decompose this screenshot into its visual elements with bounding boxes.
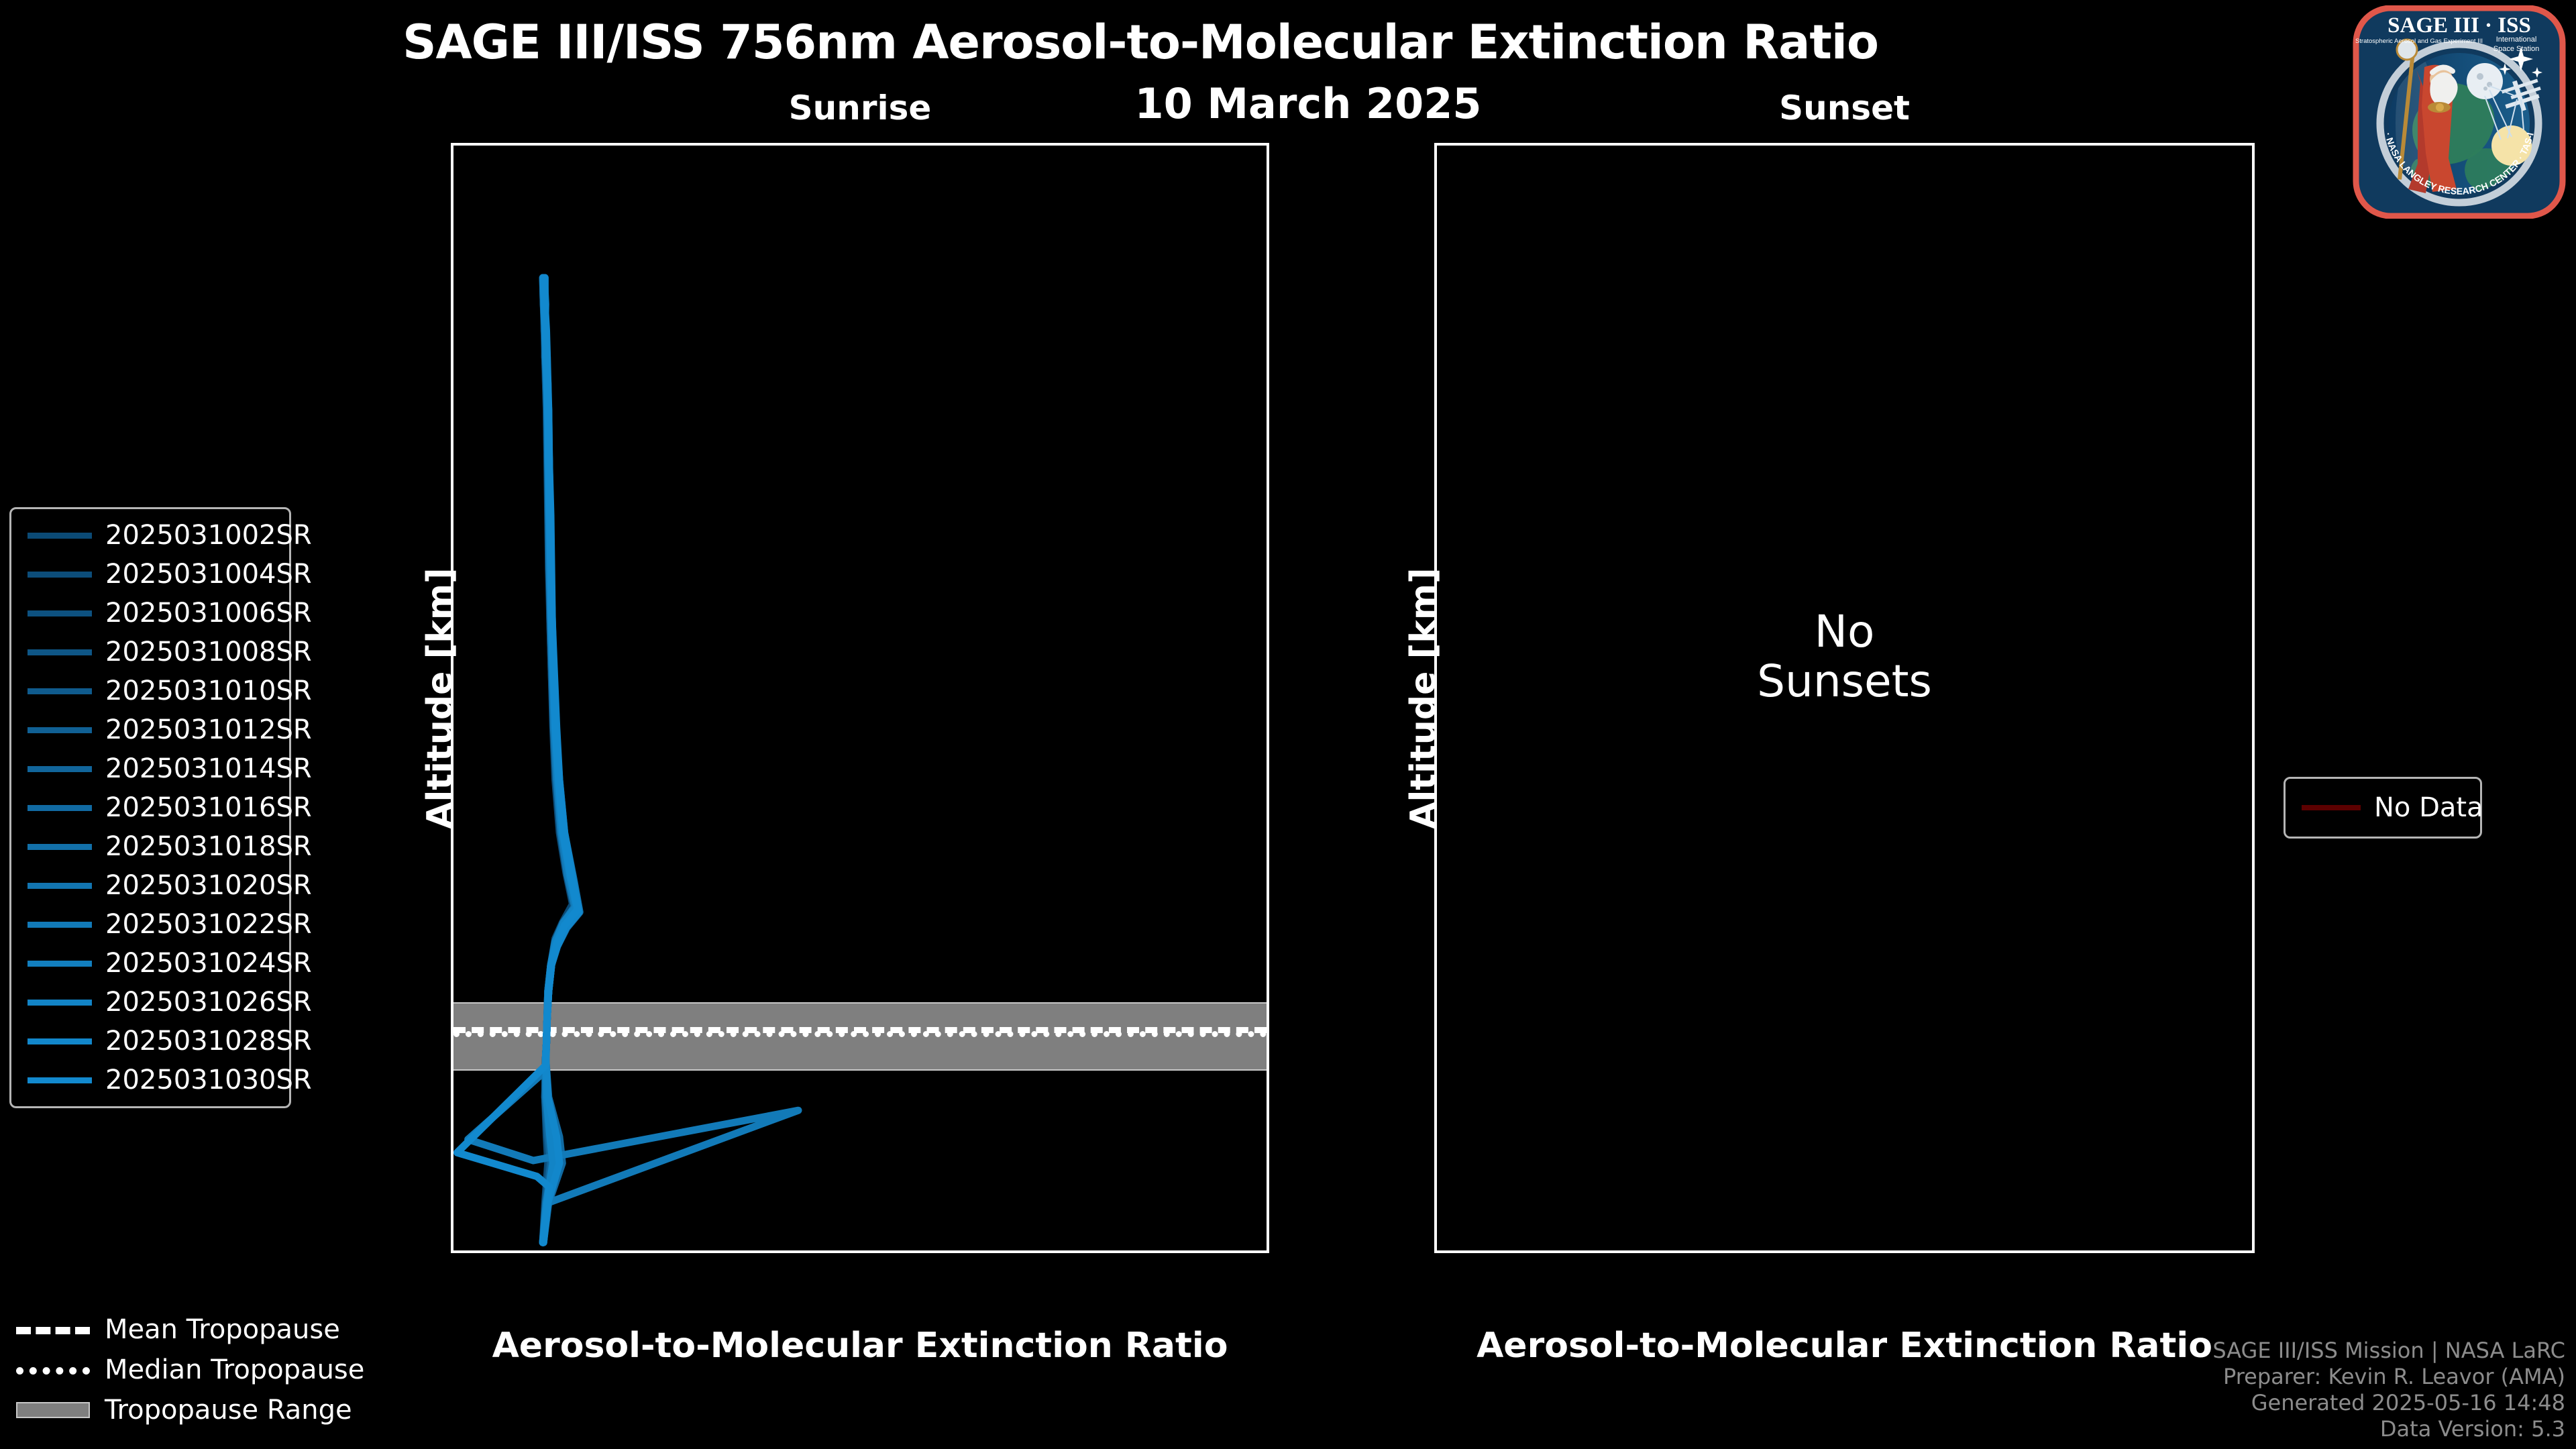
legend-label: 2025031004SR [105,559,312,590]
legend-row[interactable]: 2025031024SR [22,944,312,983]
legend-row: No Data [2296,786,2483,830]
sunrise-x-axis-title: Aerosol-to-Molecular Extinction Ratio [492,1326,1228,1366]
median-tropopause-line [453,1031,1267,1038]
sunset-panel-title: Sunset [1779,89,1910,127]
legend-row[interactable]: 2025031002SR [22,516,312,555]
legend-label: 2025031020SR [105,870,312,901]
no-data-legend[interactable]: No Data [2284,777,2483,839]
tropopause-legend-mark [16,1322,90,1338]
credit-line-2: Generated 2025-05-16 14:48 [2251,1389,2565,1415]
tropopause-line-swatch [16,1367,90,1375]
legend-line-swatch [28,882,92,889]
legend-line-swatch [28,727,92,733]
tropopause-line-swatch [16,1327,90,1334]
sunrise-plot: 101520253035404550020406080100 Altitude … [420,143,1269,1366]
sunrise-plot-area: 101520253035404550020406080100 [453,146,1267,1250]
legend-label: 2025031006SR [105,598,312,629]
no-sunsets-note: No Sunsets [1434,607,2255,706]
sage-iii-iss-logo: SAGE III · ISS Stratospheric Aerosol and… [2349,0,2567,219]
tropopause-range-swatch [16,1402,90,1418]
date-subtitle: 10 March 2025 [1134,79,1482,128]
profile-legend[interactable]: 2025031002SR 2025031004SR 2025031006SR 2025… [9,507,312,1108]
legend-label: 2025031018SR [105,831,312,862]
legend-label: 2025031010SR [105,676,312,706]
legend-row[interactable]: 2025031006SR [22,594,312,633]
legend-row[interactable]: 2025031020SR [22,866,312,905]
legend-line-swatch [28,960,92,967]
mean-tropopause-line [453,1027,1267,1034]
legend-label: 2025031024SR [105,948,312,979]
legend-row: Mean Tropopause [9,1309,385,1350]
credit-line-0: SAGE III/ISS Mission | NASA LaRC [2212,1337,2565,1363]
legend-label: 2025031008SR [105,637,312,667]
no-sunsets-line1: No [1814,606,1875,657]
legend-row[interactable]: 2025031004SR [22,555,312,594]
legend-line-swatch [28,921,92,928]
legend-row: Median Tropopause [9,1350,385,1390]
mission-patch-icon: SAGE III · ISS Stratospheric Aerosol and… [2349,0,2566,219]
tropopause-legend-mark [16,1402,90,1418]
legend-row[interactable]: 2025031012SR [22,710,312,749]
credits-block: SAGE III/ISS Mission | NASA LaRC Prepare… [2212,1338,2565,1442]
legend-label: 2025031014SR [105,753,312,784]
logo-subtitle-right-1: International [2496,36,2537,44]
no-sunsets-line2: Sunsets [1757,655,1932,707]
legend-row: Tropopause Range [9,1390,385,1430]
legend-line-swatch [28,999,92,1006]
legend-row[interactable]: 2025031016SR [22,788,312,827]
sunrise-profile-curves [453,274,802,1246]
legend-label: Mean Tropopause [105,1314,340,1345]
legend-row[interactable]: 2025031022SR [22,905,312,944]
no-data-label: No Data [2374,792,2483,823]
legend-row[interactable]: 2025031014SR [22,749,312,788]
legend-label: 2025031016SR [105,792,312,823]
no-data-line-swatch [2302,805,2361,810]
tropopause-legend-mark [16,1362,90,1378]
legend-line-swatch [28,532,92,539]
credit-line-3: Data Version: 5.3 [2379,1415,2565,1442]
legend-label: 2025031030SR [105,1065,312,1095]
legend-row[interactable]: 2025031030SR [22,1061,312,1099]
profile-curve [453,274,582,1246]
legend-label: 2025031022SR [105,909,312,940]
legend-row[interactable]: 2025031028SR [22,1022,312,1061]
legend-label: 2025031012SR [105,714,312,745]
legend-line-swatch [28,649,92,655]
tropopause-legend: Mean Tropopause Median Tropopause Tropopau… [9,1309,385,1430]
legend-row[interactable]: 2025031026SR [22,983,312,1022]
legend-line-swatch [28,1038,92,1044]
sunset-plot: 101520253035404550020406080100 Altitude … [1403,143,2255,1366]
legend-line-swatch [28,804,92,811]
logo-subtitle-left: Stratospheric Aerosol and Gas Experiment… [2355,38,2483,45]
legend-line-swatch [28,688,92,694]
legend-line-swatch [28,571,92,578]
legend-label: 2025031028SR [105,1026,312,1057]
logo-title-text: SAGE III · ISS [2387,13,2531,38]
legend-label: Median Tropopause [105,1354,365,1385]
legend-row[interactable]: 2025031018SR [22,827,312,866]
credit-line-1: Preparer: Kevin R. Leavor (AMA) [2222,1363,2565,1389]
sunrise-y-axis-title: Altitude [km] [419,567,460,829]
legend-row[interactable]: 2025031008SR [22,633,312,672]
legend-label: Tropopause Range [105,1395,352,1426]
legend-label: 2025031002SR [105,520,312,551]
legend-label: 2025031026SR [105,987,312,1018]
legend-line-swatch [28,610,92,616]
legend-row[interactable]: 2025031010SR [22,672,312,710]
legend-line-swatch [28,765,92,772]
page-title: SAGE III/ISS 756nm Aerosol-to-Molecular … [402,15,1879,70]
logo-subtitle-right-2: Space Station [2493,45,2540,53]
sunrise-panel-title: Sunrise [788,89,932,127]
legend-line-swatch [28,843,92,850]
sunset-x-axis-title: Aerosol-to-Molecular Extinction Ratio [1477,1326,2212,1366]
legend-line-swatch [28,1077,92,1083]
